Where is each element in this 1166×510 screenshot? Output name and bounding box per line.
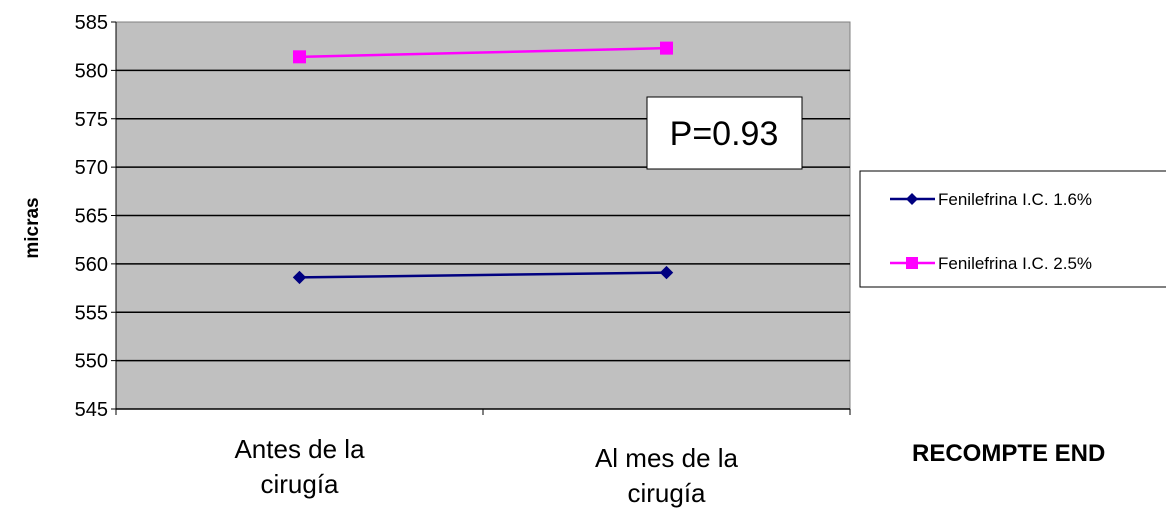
x-tick-label: cirugía (627, 478, 706, 508)
legend-label: Fenilefrina I.C. 2.5% (938, 254, 1092, 273)
y-axis: 545 550 555 560 565 570 575 580 585 (75, 12, 117, 421)
y-tick-label: 545 (75, 399, 108, 421)
y-tick-label: 585 (75, 12, 108, 34)
legend-label: Fenilefrina I.C. 1.6% (938, 190, 1092, 209)
x-tick-label: Al mes de la (595, 443, 739, 473)
legend: Fenilefrina I.C. 1.6% Fenilefrina I.C. 2.… (859, 170, 1166, 288)
series-line (299, 271, 667, 279)
x-tick-label: cirugía (260, 469, 339, 499)
y-tick-label: 570 (75, 157, 108, 179)
data-point-diamond (659, 265, 674, 280)
y-tick-label: 555 (75, 302, 108, 324)
p-value-box: P=0.93 (646, 96, 803, 170)
y-tick-label: 580 (75, 60, 108, 82)
legend-marker-square (906, 257, 918, 269)
y-axis-label: micras (22, 197, 43, 258)
series-group (292, 41, 674, 285)
data-point-square (293, 50, 306, 64)
y-tick-label: 575 (75, 109, 108, 131)
legend-marker-diamond (906, 193, 918, 205)
y-tick-label: 565 (75, 206, 108, 228)
x-axis: Antes de la cirugía Al mes de la cirugía (115, 408, 851, 508)
p-value-label: P=0.93 (670, 115, 779, 153)
data-point-square (660, 41, 673, 55)
x-tick-label: Antes de la (234, 434, 365, 464)
y-tick-label: 560 (75, 254, 108, 276)
data-point-diamond (292, 270, 307, 285)
series-line (299, 46, 667, 59)
footer-label: RECOMPTE END (912, 440, 1105, 467)
y-tick-label: 550 (75, 351, 108, 373)
